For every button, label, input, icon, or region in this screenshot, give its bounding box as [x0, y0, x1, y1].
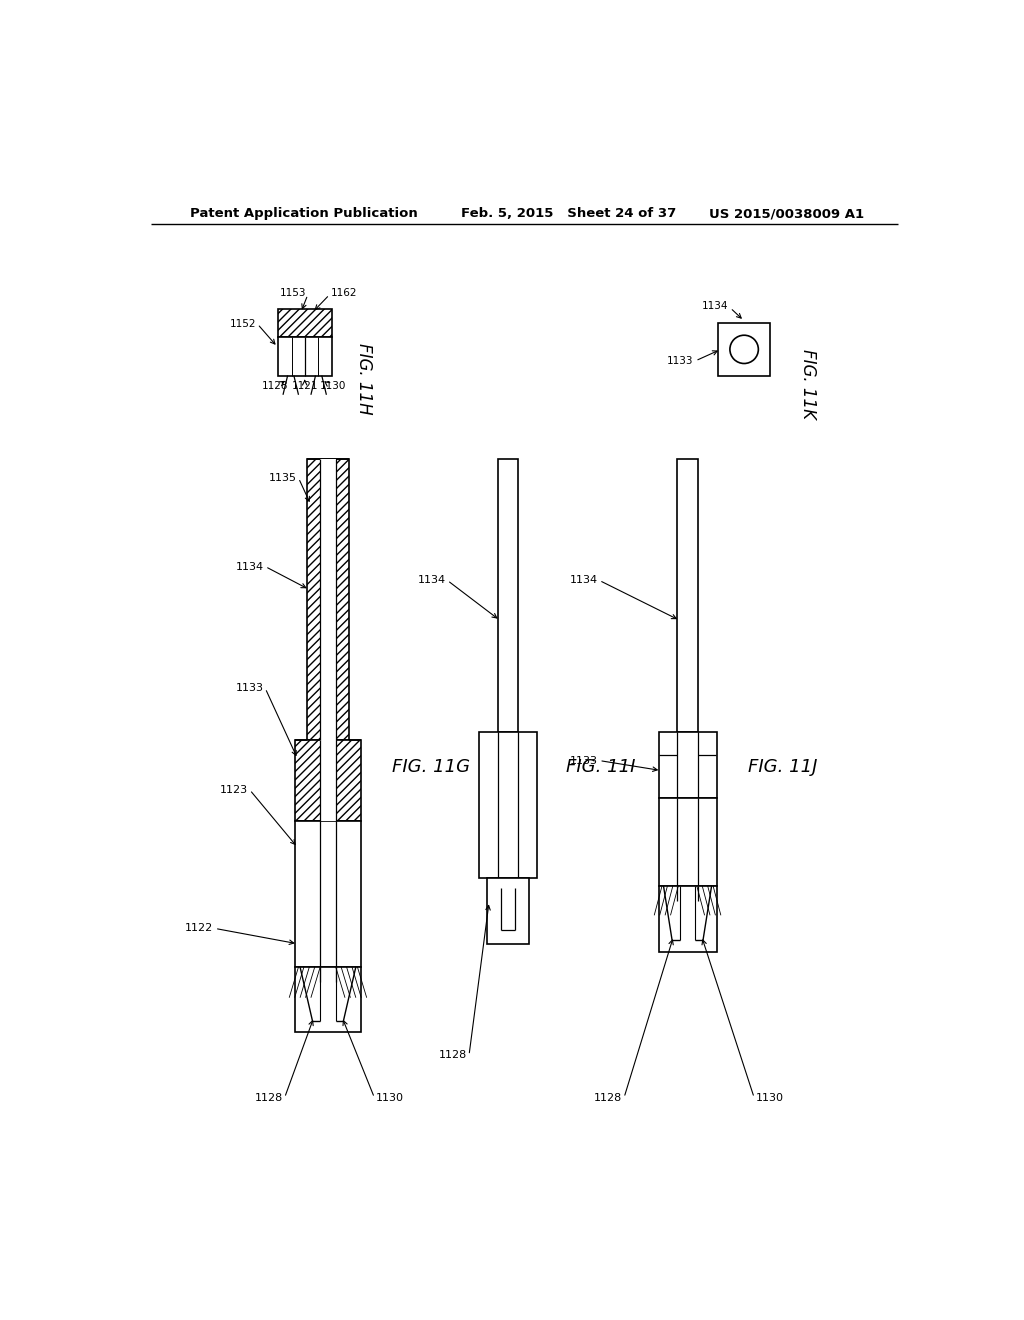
Bar: [295, 821, 360, 966]
Text: FIG. 11H: FIG. 11H: [355, 343, 374, 414]
Bar: [295, 739, 360, 821]
Text: 1121: 1121: [292, 380, 317, 391]
Text: 1133: 1133: [569, 755, 598, 766]
Text: 1135: 1135: [269, 473, 297, 483]
Bar: [479, 733, 538, 878]
Text: 1130: 1130: [756, 1093, 783, 1102]
Text: 1128: 1128: [594, 1093, 623, 1102]
Text: 1134: 1134: [236, 561, 263, 572]
Bar: [486, 878, 529, 944]
Bar: [658, 733, 717, 797]
Text: US 2015/0038009 A1: US 2015/0038009 A1: [710, 207, 864, 220]
Circle shape: [730, 335, 759, 363]
Bar: [658, 797, 717, 886]
Bar: [658, 886, 717, 952]
Bar: [307, 459, 349, 739]
Text: 1128: 1128: [439, 1051, 467, 1060]
Bar: [321, 459, 336, 739]
Text: 1133: 1133: [236, 684, 263, 693]
Text: 1152: 1152: [229, 319, 256, 329]
Bar: [278, 309, 332, 337]
Text: 1130: 1130: [376, 1093, 404, 1102]
Text: FIG. 11J: FIG. 11J: [748, 758, 817, 776]
Text: 1130: 1130: [321, 380, 346, 391]
Text: 1134: 1134: [702, 301, 729, 312]
Text: FIG. 11I: FIG. 11I: [566, 758, 635, 776]
Bar: [295, 966, 360, 1032]
Text: 1128: 1128: [262, 380, 289, 391]
Text: FIG. 11G: FIG. 11G: [391, 758, 470, 776]
Bar: [278, 337, 332, 376]
Text: 1128: 1128: [255, 1093, 283, 1102]
Text: 1123: 1123: [220, 785, 248, 795]
Text: Patent Application Publication: Patent Application Publication: [190, 207, 418, 220]
Text: 1162: 1162: [331, 288, 357, 298]
Bar: [678, 459, 697, 733]
Bar: [718, 323, 770, 376]
Bar: [321, 739, 336, 821]
Text: Feb. 5, 2015   Sheet 24 of 37: Feb. 5, 2015 Sheet 24 of 37: [461, 207, 677, 220]
Text: 1134: 1134: [569, 576, 598, 585]
Text: 1133: 1133: [668, 356, 693, 366]
Text: FIG. 11K: FIG. 11K: [800, 350, 817, 420]
Text: 1153: 1153: [280, 288, 306, 298]
Bar: [498, 459, 518, 733]
Text: 1134: 1134: [418, 576, 445, 585]
Text: 1122: 1122: [185, 924, 213, 933]
